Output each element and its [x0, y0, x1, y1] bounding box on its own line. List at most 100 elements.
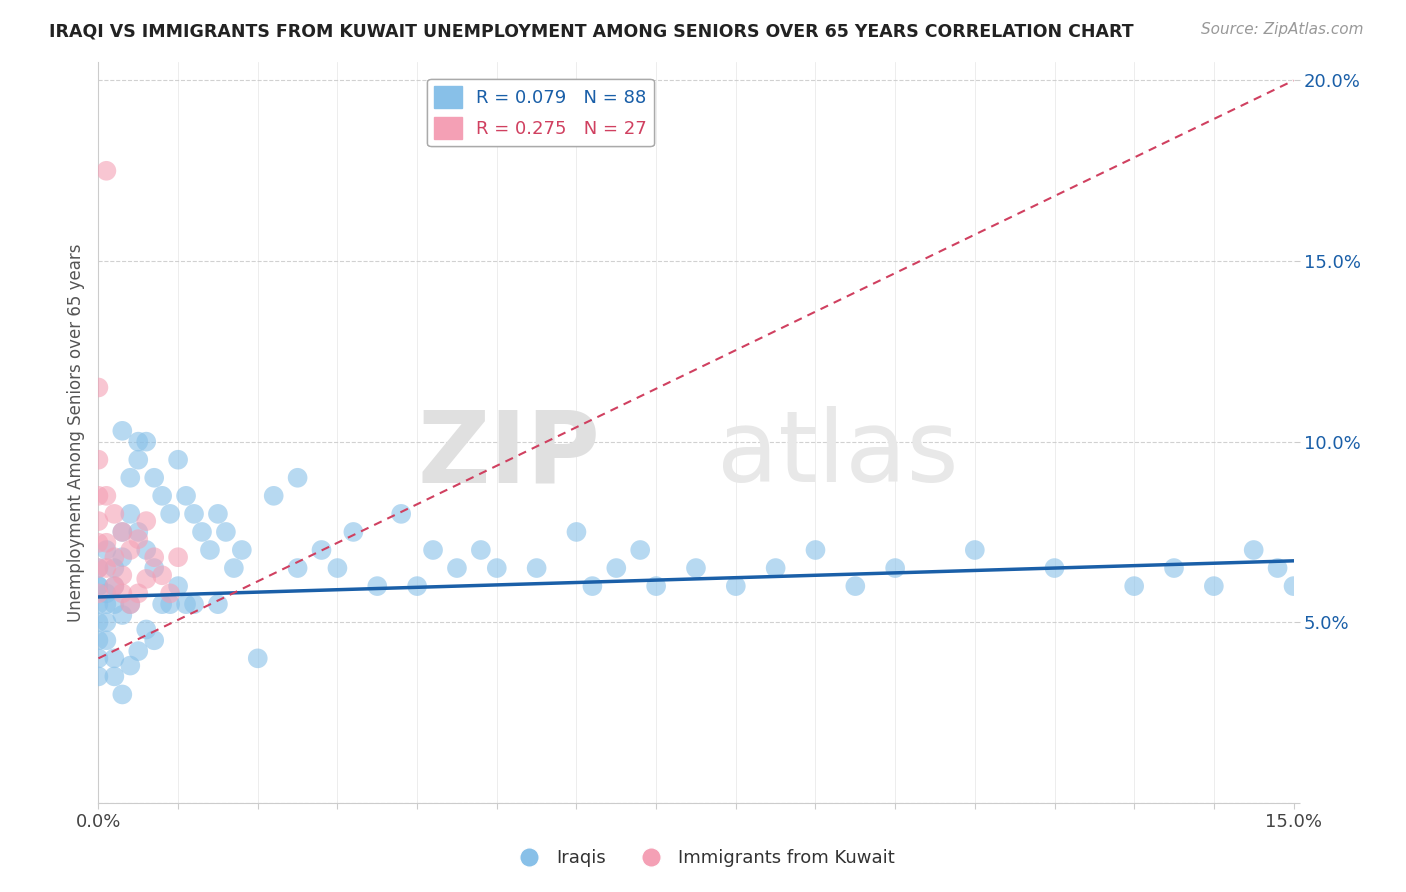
Point: [1123, 579, 1146, 593]
Point: [87, 561, 110, 575]
Point: [96, 615, 118, 630]
Point: [191, 524, 214, 539]
Point: [963, 543, 986, 558]
Point: [96, 163, 118, 178]
Point: [884, 561, 907, 575]
Point: [143, 561, 166, 575]
Point: [96, 543, 118, 558]
Point: [103, 651, 125, 665]
Point: [120, 471, 142, 485]
Point: [103, 561, 125, 575]
Point: [103, 550, 125, 565]
Point: [111, 424, 134, 438]
Point: [150, 489, 173, 503]
Point: [1202, 579, 1225, 593]
Point: [96, 597, 118, 611]
Legend: R = 0.079   N = 88, R = 0.275   N = 27: R = 0.079 N = 88, R = 0.275 N = 27: [427, 78, 654, 146]
Point: [111, 524, 134, 539]
Point: [174, 489, 197, 503]
Point: [159, 586, 181, 600]
Point: [246, 651, 269, 665]
Text: ZIP: ZIP: [418, 407, 600, 503]
Point: [470, 543, 492, 558]
Point: [1267, 561, 1289, 575]
Point: [127, 586, 149, 600]
Point: [222, 561, 245, 575]
Point: [645, 579, 668, 593]
Point: [526, 561, 548, 575]
Point: [111, 688, 134, 702]
Point: [87, 669, 110, 683]
Point: [1043, 561, 1066, 575]
Point: [87, 597, 110, 611]
Point: [135, 572, 157, 586]
Point: [804, 543, 827, 558]
Point: [287, 471, 309, 485]
Point: [628, 543, 651, 558]
Point: [87, 514, 110, 528]
Point: [120, 597, 142, 611]
Point: [111, 586, 134, 600]
Point: [143, 471, 166, 485]
Point: [111, 607, 134, 622]
Point: [565, 524, 588, 539]
Point: [342, 524, 364, 539]
Point: [366, 579, 388, 593]
Point: [581, 579, 603, 593]
Point: [167, 579, 190, 593]
Point: [198, 543, 221, 558]
Point: [287, 561, 309, 575]
Point: [120, 543, 142, 558]
Point: [389, 507, 412, 521]
Point: [120, 597, 142, 611]
Point: [103, 597, 125, 611]
Point: [159, 597, 181, 611]
Point: [103, 507, 125, 521]
Point: [87, 452, 110, 467]
Point: [406, 579, 429, 593]
Point: [183, 507, 205, 521]
Point: [446, 561, 468, 575]
Point: [87, 489, 110, 503]
Point: [103, 579, 125, 593]
Point: [183, 597, 205, 611]
Text: Source: ZipAtlas.com: Source: ZipAtlas.com: [1201, 22, 1364, 37]
Point: [87, 579, 110, 593]
Point: [87, 586, 110, 600]
Point: [96, 489, 118, 503]
Point: [765, 561, 787, 575]
Point: [111, 524, 134, 539]
Point: [422, 543, 444, 558]
Point: [111, 568, 134, 582]
Point: [143, 633, 166, 648]
Point: [311, 543, 333, 558]
Point: [87, 651, 110, 665]
Point: [87, 633, 110, 648]
Point: [207, 507, 229, 521]
Point: [87, 535, 110, 549]
Point: [207, 597, 229, 611]
Point: [135, 623, 157, 637]
Text: IRAQI VS IMMIGRANTS FROM KUWAIT UNEMPLOYMENT AMONG SENIORS OVER 65 YEARS CORRELA: IRAQI VS IMMIGRANTS FROM KUWAIT UNEMPLOY…: [49, 22, 1133, 40]
Point: [135, 514, 157, 528]
Point: [96, 535, 118, 549]
Point: [844, 579, 866, 593]
Point: [263, 489, 285, 503]
Point: [135, 434, 157, 449]
Point: [167, 452, 190, 467]
Point: [127, 452, 149, 467]
Point: [326, 561, 349, 575]
Y-axis label: Unemployment Among Seniors over 65 years: Unemployment Among Seniors over 65 years: [66, 244, 84, 622]
Legend: Iraqis, Immigrants from Kuwait: Iraqis, Immigrants from Kuwait: [503, 842, 903, 874]
Point: [1163, 561, 1185, 575]
Point: [605, 561, 627, 575]
Point: [120, 507, 142, 521]
Point: [215, 524, 238, 539]
Point: [127, 644, 149, 658]
Point: [1282, 579, 1305, 593]
Point: [174, 597, 197, 611]
Point: [127, 532, 149, 546]
Point: [103, 579, 125, 593]
Point: [96, 561, 118, 575]
Point: [111, 550, 134, 565]
